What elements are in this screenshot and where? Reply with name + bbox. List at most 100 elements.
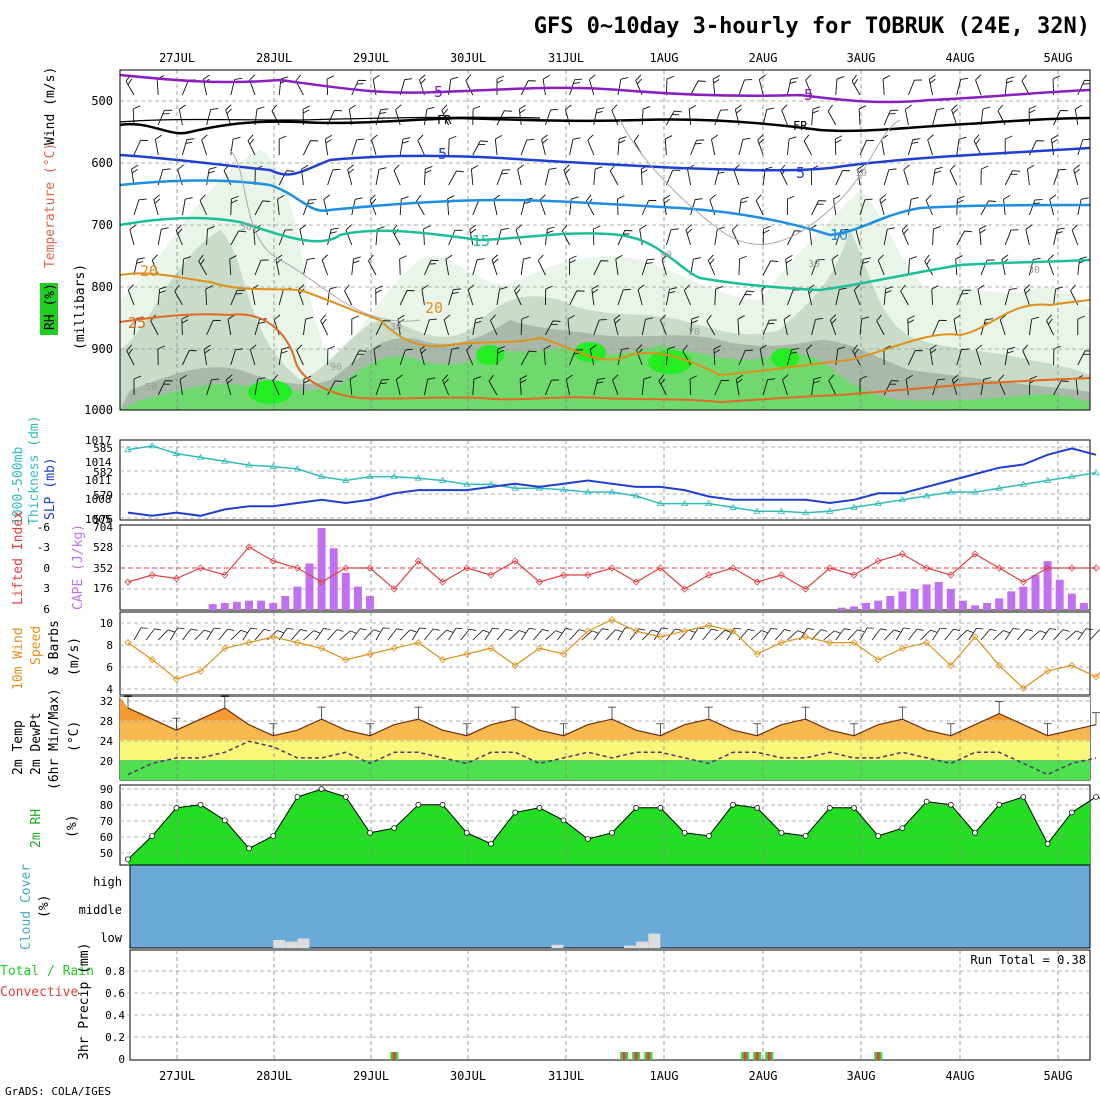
wind-speed-point	[584, 627, 592, 635]
rh2m-point	[439, 801, 446, 808]
thickness-point	[1043, 476, 1052, 483]
thickness-point	[559, 485, 568, 493]
rh2m-point	[1093, 794, 1099, 800]
thickness-point	[148, 442, 156, 449]
thickness-point	[705, 499, 713, 506]
rh2m-point	[560, 817, 567, 824]
lifted-index-point	[342, 564, 350, 572]
rh-shade-bright	[248, 342, 799, 404]
thickness-point	[366, 472, 374, 480]
thickness-point	[874, 499, 882, 506]
label-grey-90-a: 90	[330, 362, 342, 373]
cape-bar	[874, 600, 883, 610]
li-tick-6: 6	[43, 603, 50, 616]
precip-grid	[120, 950, 1090, 1060]
upper-ytick-500: 500	[91, 94, 113, 108]
wind-speed-point	[511, 661, 519, 669]
rh-legend-swatch	[40, 283, 58, 335]
thickness-point	[898, 495, 907, 503]
precip-bars	[390, 1052, 883, 1060]
bottom-date-29JUL: 29JUL	[353, 1069, 389, 1083]
cape-bar	[850, 606, 858, 610]
thickness-point	[438, 476, 447, 483]
label-20-a: 20	[140, 262, 158, 280]
thick-tick-576: 576	[93, 513, 113, 526]
cloud-ylabel-1: Cloud Cover	[19, 864, 34, 950]
lifted-index-point	[850, 571, 858, 579]
rh2m-markers	[125, 786, 1099, 863]
thickness-point	[777, 507, 786, 514]
rh2m-point	[899, 825, 906, 831]
ws-tick-8: 8	[106, 639, 113, 652]
rh2m-point	[536, 804, 543, 811]
thickness-point	[608, 488, 616, 495]
thickness-point	[317, 472, 326, 480]
rh2m-point	[342, 794, 349, 800]
rh2m-point	[657, 804, 664, 811]
top-date-3AUG: 3AUG	[847, 51, 876, 65]
cape-bar	[934, 582, 943, 610]
label-grey-50-b: 50	[240, 222, 252, 233]
lifted-index-point	[656, 564, 664, 572]
ws-tick-4: 4	[106, 683, 113, 696]
rh2m-point	[875, 833, 882, 839]
precip-conv-bar	[755, 1052, 759, 1060]
t2-tick-28: 28	[100, 715, 113, 728]
wind-speed-point	[342, 656, 350, 664]
wind-speed-point	[971, 633, 979, 641]
wind-speed-point	[1092, 673, 1100, 681]
bottom-date-2AUG: 2AUG	[749, 1069, 778, 1083]
temp-band-green	[120, 760, 1090, 780]
wind10m-ylabel-3: & Barbs	[47, 620, 62, 675]
thickness-point	[196, 453, 205, 460]
rh-tick-50: 50	[100, 847, 113, 860]
top-date-27JUL: 27JUL	[159, 51, 195, 65]
top-date-31JUL: 31JUL	[548, 51, 584, 65]
wind-speed-point	[729, 627, 737, 635]
label-grey-30-c: 30	[1028, 265, 1040, 276]
temp2m-ylabel-3: (6hr Min/Max)	[47, 688, 62, 790]
thickness-point	[729, 503, 737, 510]
bottom-date-27JUL: 27JUL	[159, 1069, 195, 1083]
wind10m-ylabel-1: 10m Wind	[11, 627, 26, 690]
wind-speed-point	[656, 633, 664, 641]
label-5-b: 5	[796, 164, 805, 182]
precip-ylabel-total: Total / Rain	[0, 964, 94, 979]
cape-bars	[208, 528, 1088, 610]
contour-minus5	[120, 73, 1090, 104]
rh2m-point	[197, 801, 204, 808]
bottom-date-31JUL: 31JUL	[548, 1069, 584, 1083]
pressure-ylabel-thick2: Thickness (dm)	[27, 415, 42, 525]
lifted-index-point	[777, 571, 785, 579]
cape-bar	[329, 548, 338, 610]
pr-tick-0.4: 0.4	[105, 1009, 125, 1022]
cape-bar	[366, 596, 374, 610]
label-grey-10: 10	[855, 168, 867, 179]
cape-bar	[837, 607, 846, 610]
bottom-date-30JUL: 30JUL	[450, 1069, 486, 1083]
thickness-point	[850, 503, 858, 510]
pressure-grid	[120, 440, 1090, 520]
lifted-index-point	[245, 543, 253, 551]
label-minus5-b: -5	[795, 86, 813, 104]
cloud-ylabel-2: (%)	[37, 895, 52, 918]
cape-tick-352: 352	[93, 562, 113, 575]
cape-bar	[898, 591, 907, 610]
wind-speed-point	[221, 644, 229, 652]
cape-bar	[1007, 591, 1016, 610]
cape-bar	[353, 586, 362, 610]
rh2m-point	[802, 833, 809, 839]
precip-ylabel-conv: Convective	[0, 985, 78, 1000]
contour-20	[120, 272, 1090, 377]
precip-conv-bar	[743, 1052, 747, 1060]
label-grey-30-b: 30	[808, 259, 820, 270]
thickness-point	[971, 488, 979, 495]
upper-ytick-700: 700	[91, 218, 113, 232]
lifted-index-point	[535, 578, 543, 586]
cape-bar	[1067, 593, 1076, 610]
ws-tick-10: 10	[100, 617, 113, 630]
rh2m-point	[173, 804, 180, 811]
thickness-point	[801, 509, 810, 516]
thickness-point	[221, 457, 229, 464]
lifted-index-point	[971, 550, 979, 558]
